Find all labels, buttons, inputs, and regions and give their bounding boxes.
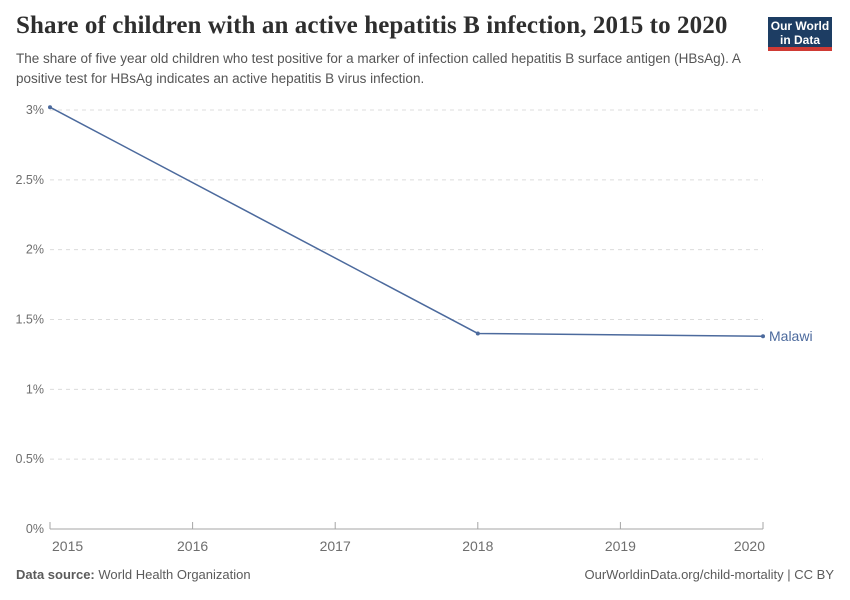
y-tick-label: 1%	[26, 382, 44, 396]
owid-logo[interactable]: Our World in Data	[768, 17, 832, 51]
x-tick-label: 2017	[320, 538, 351, 554]
data-source: Data source: World Health Organization	[16, 567, 251, 582]
data-point	[475, 331, 480, 336]
chart-title: Share of children with an active hepatit…	[16, 12, 728, 39]
y-tick-label: 3%	[26, 103, 44, 117]
y-tick-label: 0%	[26, 522, 44, 536]
y-tick-label: 2%	[26, 243, 44, 257]
x-tick-label: 2018	[462, 538, 493, 554]
data-source-value: World Health Organization	[98, 567, 251, 582]
chart-header: Share of children with an active hepatit…	[16, 12, 756, 89]
x-tick-label: 2015	[52, 538, 83, 554]
x-tick-label: 2016	[177, 538, 208, 554]
data-line	[49, 106, 764, 338]
chart-subtitle: The share of five year old children who …	[16, 51, 741, 86]
data-source-label: Data source:	[16, 567, 95, 582]
y-tick-label: 1.5%	[16, 313, 45, 327]
citation-link[interactable]: OurWorldinData.org/child-mortality | CC …	[584, 567, 835, 582]
owid-logo-line2: in Data	[779, 33, 820, 47]
x-tick-label: 2019	[605, 538, 636, 554]
chart-footer: Data source: World Health Organization O…	[16, 567, 834, 582]
owid-logo-line1: Our World	[770, 19, 830, 33]
data-point	[761, 334, 765, 339]
series-label: Malawi	[769, 328, 813, 344]
data-point	[48, 105, 52, 110]
y-tick-label: 0.5%	[16, 452, 45, 466]
y-tick-label: 2.5%	[16, 173, 45, 187]
x-tick-label: 2020	[734, 538, 765, 554]
